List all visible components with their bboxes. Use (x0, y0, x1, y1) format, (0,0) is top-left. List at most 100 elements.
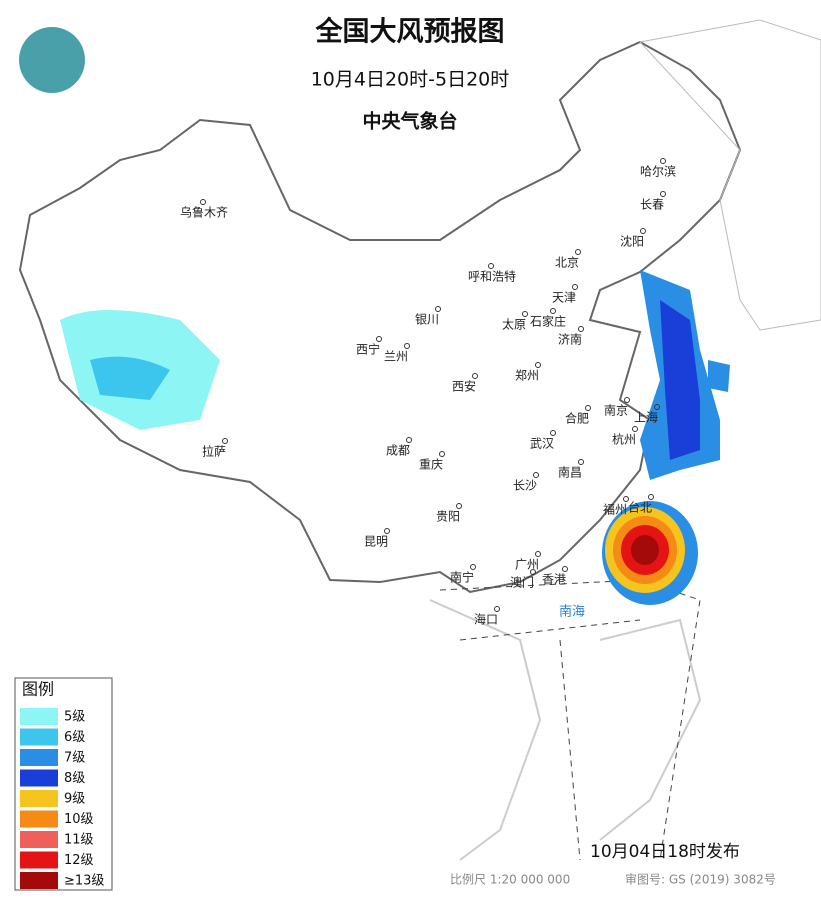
city-label: 济南 (558, 332, 582, 347)
city-label: 上海 (634, 410, 658, 425)
city-marker (456, 503, 462, 509)
approval: 审图号: GS (2019) 3082号 (625, 872, 776, 887)
city-marker (406, 437, 412, 443)
city-marker (435, 306, 441, 312)
logo (19, 27, 85, 93)
legend-label: 6级 (64, 730, 85, 745)
city-marker (472, 373, 478, 379)
city-label: 西安 (452, 379, 476, 394)
city-label: 长春 (640, 198, 664, 212)
city-label: 北京 (555, 256, 579, 270)
issuer: 中央气象台 (362, 110, 457, 133)
city-marker (572, 284, 578, 290)
city-label: 哈尔滨 (640, 164, 676, 179)
legend-label: 8级 (64, 771, 85, 786)
legend-swatch (20, 851, 58, 869)
city-marker (222, 438, 228, 444)
neighbor-outline (639, 19, 821, 331)
city-label: 南宁 (450, 570, 474, 585)
city-label: 南京 (604, 403, 628, 418)
city-marker (632, 426, 638, 432)
legend-swatch (20, 790, 58, 807)
city-label: 长沙 (513, 479, 537, 493)
title: 全国大风预报图 (315, 16, 505, 48)
legend-swatch (20, 749, 58, 766)
legend-label: 11级 (64, 833, 94, 848)
city-label: 呼和浩特 (468, 269, 516, 284)
city-label: 广州 (515, 558, 539, 572)
city-label: 拉萨 (202, 444, 226, 459)
city-marker (578, 326, 584, 332)
city-marker (660, 158, 666, 164)
city-label: 武汉 (530, 437, 554, 451)
city-marker (623, 496, 629, 502)
legend-title: 图例 (22, 680, 54, 699)
city-marker (550, 430, 556, 436)
legend-label: ≥13级 (64, 874, 104, 889)
city-marker (404, 343, 410, 349)
city-marker (575, 249, 581, 255)
city-label: 太原 (502, 317, 526, 332)
city-label: 台北 (628, 500, 652, 515)
city-marker (200, 199, 206, 205)
city-label: 天津 (552, 291, 576, 305)
legend-label: 7级 (64, 751, 85, 766)
legend-swatch (20, 872, 58, 889)
city-marker (384, 528, 390, 534)
city-marker (376, 336, 382, 342)
city-label: 郑州 (515, 368, 539, 383)
city-label: 澳门 (510, 575, 534, 590)
city-label: 海口 (474, 612, 498, 627)
city-label: 乌鲁木齐 (180, 205, 228, 220)
city-marker (439, 451, 445, 457)
period: 10月4日20时-5日20时 (311, 69, 510, 91)
city-marker (624, 397, 630, 403)
legend-swatch (20, 810, 58, 828)
city-marker (640, 228, 646, 234)
city-label: 银川 (415, 313, 439, 327)
city-label: 香港 (542, 573, 566, 587)
scale: 比例尺 1:20 000 000 (450, 873, 570, 887)
legend-swatch (20, 769, 58, 787)
city-label: 昆明 (364, 535, 388, 549)
city-label: 合肥 (565, 411, 589, 426)
sea-label: 南海 (559, 604, 585, 620)
city-marker (488, 263, 494, 269)
wind-area-8 (660, 300, 700, 460)
city-marker (550, 308, 556, 314)
city-label: 福州 (603, 502, 627, 517)
city-marker (654, 404, 660, 410)
legend-label: 10级 (64, 812, 94, 827)
city-label: 杭州 (612, 432, 636, 447)
legend-swatch (20, 831, 58, 848)
wind-area-13 (631, 535, 659, 565)
city-marker (648, 494, 654, 500)
city-marker (578, 459, 584, 465)
city-marker (470, 564, 476, 570)
city-marker (535, 551, 541, 557)
legend-label: 9级 (64, 792, 85, 807)
legend-swatch (20, 728, 58, 746)
china-outline (18, 40, 742, 594)
wind-area-6 (90, 356, 170, 400)
legend-swatch (20, 708, 58, 725)
city-marker (660, 191, 666, 197)
city-marker (530, 569, 536, 575)
city-label: 重庆 (419, 458, 443, 472)
legend-label: 12级 (64, 853, 94, 868)
city-marker (522, 311, 528, 317)
city-marker (585, 405, 591, 411)
city-label: 南昌 (558, 465, 582, 480)
city-label: 兰州 (384, 350, 408, 364)
neighbor-outline (429, 599, 702, 861)
city-label: 成都 (386, 444, 410, 458)
city-label: 贵阳 (436, 510, 460, 524)
issued: 10月04日18时发布 (590, 842, 740, 862)
city-marker (533, 472, 539, 478)
city-label: 石家庄 (530, 314, 566, 329)
legend-label: 5级 (64, 710, 85, 725)
city-marker (535, 362, 541, 368)
city-marker (494, 606, 500, 612)
wind-area-7 (708, 360, 730, 392)
